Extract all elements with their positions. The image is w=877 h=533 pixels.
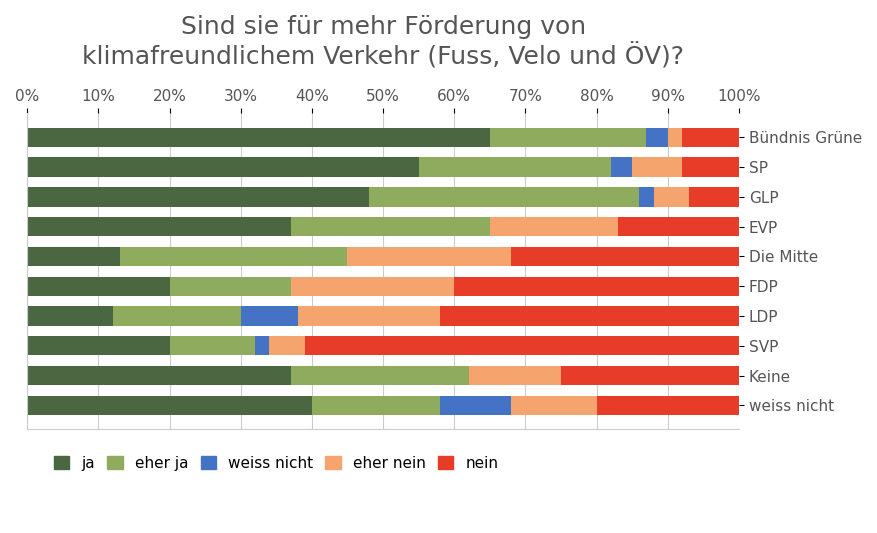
Bar bbox=[468, 366, 561, 385]
Bar bbox=[689, 187, 739, 207]
Bar bbox=[27, 306, 112, 326]
Bar bbox=[27, 277, 169, 296]
Bar bbox=[490, 217, 618, 236]
Bar bbox=[119, 247, 347, 266]
Bar bbox=[27, 247, 119, 266]
Bar bbox=[611, 157, 632, 177]
Bar bbox=[682, 128, 739, 147]
Bar bbox=[646, 128, 668, 147]
Bar bbox=[169, 336, 255, 356]
Bar bbox=[511, 247, 739, 266]
Bar bbox=[255, 336, 269, 356]
Bar bbox=[490, 128, 646, 147]
Bar bbox=[27, 128, 490, 147]
Bar bbox=[653, 187, 689, 207]
Bar bbox=[312, 395, 440, 415]
Bar bbox=[440, 395, 511, 415]
Bar bbox=[290, 217, 490, 236]
Bar bbox=[169, 277, 290, 296]
Bar bbox=[240, 306, 297, 326]
Legend: ja, eher ja, weiss nicht, eher nein, nein: ja, eher ja, weiss nicht, eher nein, nei… bbox=[48, 450, 504, 477]
Bar bbox=[269, 336, 305, 356]
Bar bbox=[682, 157, 739, 177]
Bar bbox=[290, 277, 454, 296]
Bar bbox=[511, 395, 596, 415]
Bar bbox=[418, 157, 611, 177]
Bar bbox=[632, 157, 682, 177]
Bar bbox=[305, 336, 739, 356]
Bar bbox=[27, 187, 369, 207]
Bar bbox=[27, 395, 312, 415]
Bar bbox=[290, 366, 468, 385]
Bar bbox=[347, 247, 511, 266]
Bar bbox=[27, 157, 418, 177]
Bar bbox=[561, 366, 739, 385]
Bar bbox=[27, 336, 169, 356]
Bar bbox=[297, 306, 440, 326]
Bar bbox=[27, 366, 290, 385]
Bar bbox=[454, 277, 739, 296]
Bar bbox=[668, 128, 682, 147]
Bar bbox=[440, 306, 739, 326]
Bar bbox=[618, 217, 739, 236]
Bar bbox=[596, 395, 739, 415]
Bar bbox=[112, 306, 240, 326]
Bar bbox=[639, 187, 653, 207]
Bar bbox=[27, 217, 290, 236]
Bar bbox=[369, 187, 639, 207]
Title: Sind sie für mehr Förderung von
klimafreundlichem Verkehr (Fuss, Velo und ÖV)?: Sind sie für mehr Förderung von klimafre… bbox=[82, 15, 684, 70]
